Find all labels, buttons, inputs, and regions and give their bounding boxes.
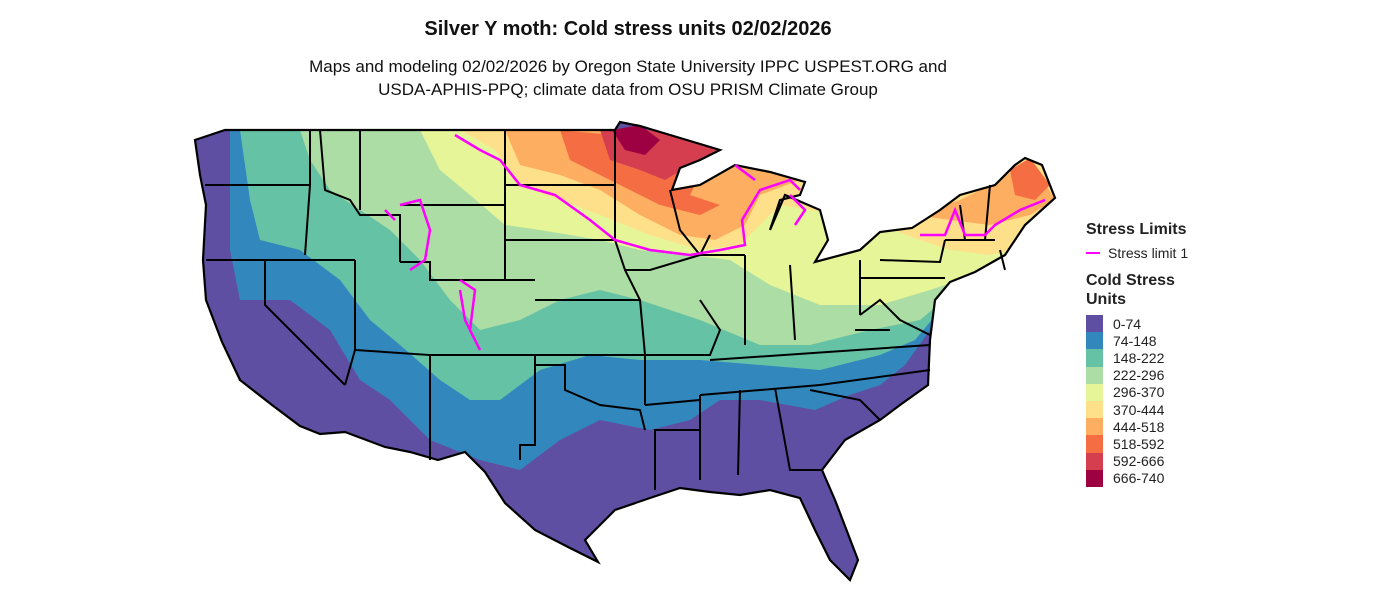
legend-label: 0-74 — [1113, 315, 1142, 332]
legend-swatch — [1086, 400, 1103, 419]
border-ca-nv — [264, 260, 346, 386]
stress-limit-line-rockies — [384, 198, 482, 351]
zone-666-740 — [612, 125, 660, 155]
legend-label: 518-592 — [1113, 435, 1165, 452]
legend-swatch — [1086, 418, 1103, 436]
legend-label: 444-518 — [1113, 418, 1165, 435]
legend-swatch — [1086, 452, 1103, 470]
legend-label: 222-296 — [1113, 367, 1165, 384]
legend-class-296-370: 296-370 — [1086, 383, 1188, 401]
cold-stress-legend-title: Cold Stress Units — [1086, 271, 1188, 309]
border-mt-wy — [359, 130, 505, 210]
legend-class-666-740: 666-740 — [1086, 469, 1188, 487]
border-va-wv — [855, 298, 931, 336]
legend-class-74-148: 74-148 — [1086, 332, 1188, 350]
legend-label: 592-666 — [1113, 453, 1165, 470]
legend-class-518-592: 518-592 — [1086, 435, 1188, 453]
legend-class-444-518: 444-518 — [1086, 418, 1188, 436]
border-il-in-oh — [744, 255, 861, 345]
border-ga-sc-nc — [809, 369, 931, 421]
border-ut-co — [400, 261, 535, 281]
legend-label: 74-148 — [1113, 332, 1157, 349]
stress-limit-legend-item: Stress limit 1 — [1086, 245, 1188, 261]
legend-swatch — [1086, 435, 1103, 453]
border-wi-il — [669, 189, 745, 256]
border-nv-ut-az — [344, 260, 431, 460]
subtitle-line-2: USDA-APHIS-PPQ; climate data from OSU PR… — [378, 80, 878, 99]
stress-limit-line-northeast — [789, 194, 1046, 237]
stress-limit-1-contour — [384, 133, 1046, 351]
legend-swatch — [1086, 383, 1103, 401]
legend-class-592-666: 592-666 — [1086, 452, 1188, 470]
stress-limits-legend-title: Stress Limits — [1086, 221, 1187, 238]
border-ia-mo — [624, 269, 722, 356]
border-id — [304, 129, 401, 262]
border-ky-tn — [699, 344, 931, 396]
cold-stress-classes: 0-74 74-148 148-222 222-296 296-370 370-444 44… — [1086, 315, 1188, 487]
border-pa-ny — [860, 239, 946, 279]
border-mn — [614, 130, 711, 271]
subtitle-line-1: Maps and modeling 02/02/2026 by Oregon S… — [309, 57, 947, 76]
legend-swatch — [1086, 349, 1103, 367]
cold-stress-title-line-2: Units — [1086, 291, 1126, 308]
legend-class-222-296: 222-296 — [1086, 366, 1188, 384]
legend-swatch — [1086, 366, 1103, 384]
legend: Stress Limits Stress limit 1 Cold Stress… — [1086, 220, 1188, 487]
legend-class-0-74: 0-74 — [1086, 315, 1188, 333]
legend-swatch — [1086, 315, 1103, 333]
legend-swatch — [1086, 469, 1103, 487]
legend-label: 370-444 — [1113, 401, 1165, 418]
legend-label: 296-370 — [1113, 384, 1165, 401]
border-ar-la-ms — [644, 387, 822, 490]
stress-units-raster — [195, 122, 1055, 580]
map-subtitle: Maps and modeling 02/02/2026 by Oregon S… — [0, 55, 1256, 101]
legend-swatch — [1086, 332, 1103, 350]
border-nm-tx — [534, 355, 646, 431]
stress-limit-line-swatch — [1086, 252, 1100, 254]
legend-label: 666-740 — [1113, 470, 1165, 487]
stress-limit-line-north-central — [454, 133, 801, 257]
border-wy-co-ne — [504, 130, 615, 280]
state-borders — [205, 129, 1006, 490]
legend-label: 148-222 — [1113, 349, 1165, 366]
legend-class-370-444: 370-444 — [1086, 400, 1188, 419]
map-title: Silver Y moth: Cold stress units 02/02/2… — [424, 18, 832, 40]
legend-class-148-222: 148-222 — [1086, 349, 1188, 367]
border-co-nm — [430, 354, 536, 460]
cold-stress-title-line-1: Cold Stress — [1086, 272, 1175, 289]
border-new-england — [945, 184, 1006, 271]
stress-limit-label: Stress limit 1 — [1108, 245, 1189, 261]
